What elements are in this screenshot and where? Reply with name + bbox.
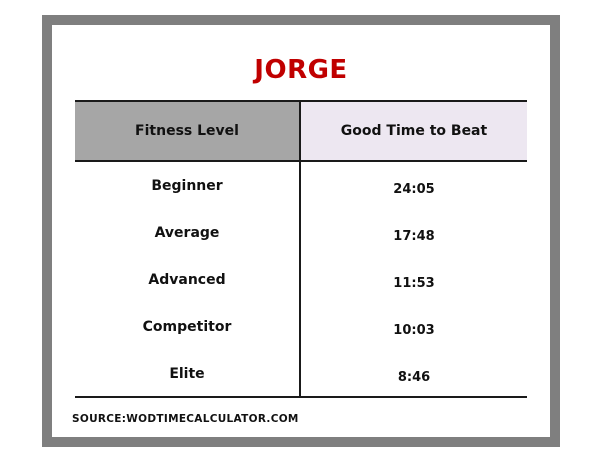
row-level: Advanced [148,271,226,288]
row-level: Beginner [151,177,223,194]
source-credit: SOURCE:WODTIMECALCULATOR.COM [72,413,299,425]
row-time: 8:46 [397,370,431,385]
table-header-row: Fitness Level Good Time to Beat [75,102,527,160]
row-level: Competitor [142,318,232,335]
page-title: JORGE [254,55,348,85]
row-time: 24:05 [393,182,435,197]
table-row: Beginner 24:05 [75,162,527,209]
header-fitness-level: Fitness Level [75,102,299,160]
row-time: 17:48 [393,229,435,244]
row-level: Elite [169,365,205,382]
row-time: 11:53 [393,276,435,291]
table-top-rule [75,100,527,102]
card: JORGE Fitness Level Good Time to Beat Be… [52,25,550,437]
table-row: Average 17:48 [75,209,527,256]
outer-frame: JORGE Fitness Level Good Time to Beat Be… [42,15,560,447]
table-row: Advanced 11:53 [75,256,527,303]
table-row: Elite 8:46 [75,350,527,397]
table-bottom-rule [75,396,527,398]
row-level: Average [154,224,220,241]
column-divider [299,102,301,396]
header-good-time: Good Time to Beat [301,102,527,160]
table-row: Competitor 10:03 [75,303,527,350]
header-bottom-rule [75,160,527,162]
row-time: 10:03 [393,323,435,338]
